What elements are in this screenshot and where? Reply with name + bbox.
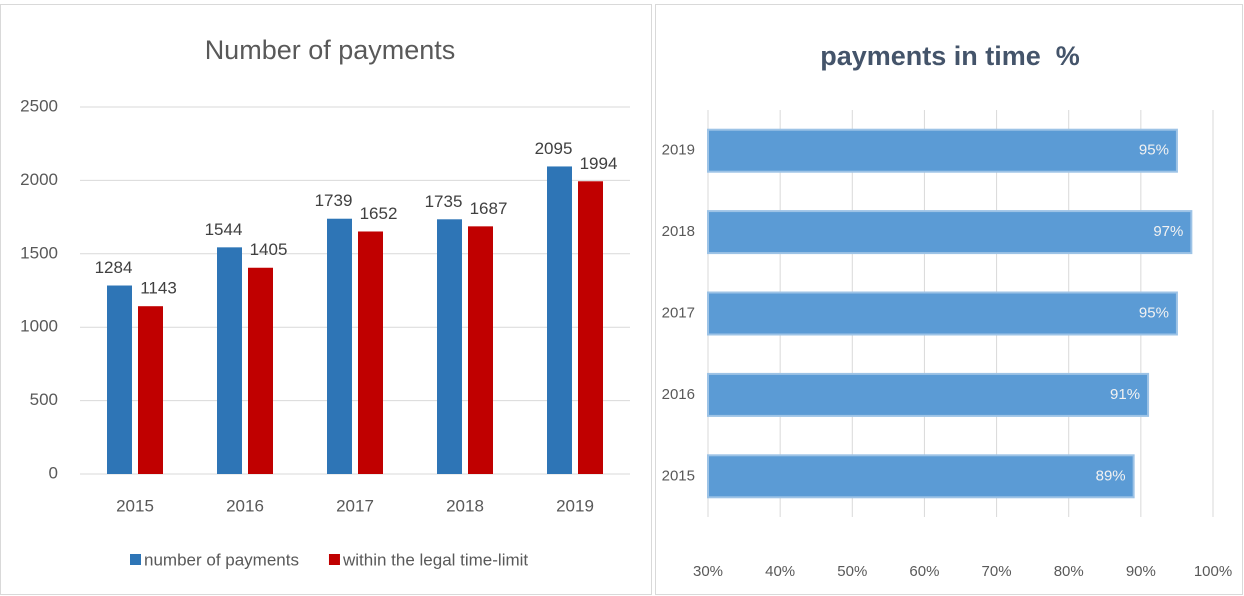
y-tick-label: 2017 bbox=[662, 304, 695, 321]
bar bbox=[327, 218, 352, 474]
bar bbox=[107, 285, 132, 474]
y-tick-label: 2016 bbox=[662, 386, 695, 403]
x-tick-label: 90% bbox=[1126, 563, 1156, 580]
bar bbox=[707, 291, 1178, 336]
bar bbox=[707, 372, 1150, 417]
data-label: 1994 bbox=[580, 154, 618, 173]
x-tick-label: 40% bbox=[765, 563, 795, 580]
bar bbox=[358, 231, 383, 474]
data-label: 2095 bbox=[535, 139, 573, 158]
data-label: 1687 bbox=[470, 199, 508, 218]
legend-label: within the legal time-limit bbox=[342, 550, 528, 569]
x-tick-label: 2016 bbox=[226, 496, 264, 515]
x-tick-label: 60% bbox=[909, 563, 939, 580]
data-label: 1284 bbox=[95, 258, 133, 277]
y-tick-label: 1500 bbox=[20, 243, 58, 262]
y-tick-label: 500 bbox=[30, 390, 58, 409]
legend-swatch bbox=[328, 554, 340, 565]
data-label: 1405 bbox=[250, 240, 288, 259]
bar bbox=[217, 247, 242, 474]
data-label: 95% bbox=[1139, 304, 1169, 321]
bar bbox=[707, 454, 1135, 499]
legend-swatch bbox=[130, 554, 141, 565]
data-label: 1652 bbox=[360, 204, 398, 223]
y-tick-label: 0 bbox=[49, 463, 58, 482]
data-label: 95% bbox=[1139, 142, 1169, 159]
bar bbox=[248, 267, 273, 474]
y-tick-label: 2500 bbox=[20, 96, 58, 115]
data-label: 1143 bbox=[140, 279, 177, 298]
bar bbox=[578, 181, 603, 474]
data-label: 97% bbox=[1153, 223, 1183, 240]
legend-label: number of payments bbox=[144, 550, 299, 569]
data-label: 89% bbox=[1096, 467, 1126, 484]
bar bbox=[707, 128, 1178, 173]
data-label: 1735 bbox=[425, 192, 463, 211]
x-tick-label: 50% bbox=[837, 563, 867, 580]
x-tick-label: 70% bbox=[982, 563, 1012, 580]
y-tick-label: 2019 bbox=[662, 142, 695, 159]
bar bbox=[707, 210, 1193, 255]
chart-title: payments in time % bbox=[820, 41, 1080, 71]
data-label: 91% bbox=[1110, 386, 1140, 403]
data-label: 1739 bbox=[315, 191, 353, 210]
x-tick-label: 30% bbox=[693, 563, 723, 580]
x-tick-label: 2015 bbox=[116, 496, 154, 515]
y-tick-label: 1000 bbox=[20, 317, 58, 336]
bar bbox=[138, 306, 163, 474]
bar bbox=[547, 166, 572, 475]
x-tick-label: 2018 bbox=[446, 496, 484, 515]
x-tick-label: 80% bbox=[1054, 563, 1084, 580]
x-tick-label: 2019 bbox=[556, 496, 594, 515]
bar bbox=[468, 226, 493, 474]
y-tick-label: 2015 bbox=[662, 467, 695, 484]
chart-title: Number of payments bbox=[205, 35, 456, 65]
data-label: 1544 bbox=[205, 220, 243, 239]
bar bbox=[437, 219, 462, 474]
x-tick-label: 2017 bbox=[336, 496, 374, 515]
y-tick-label: 2000 bbox=[20, 170, 58, 189]
x-tick-label: 100% bbox=[1194, 563, 1232, 580]
y-tick-label: 2018 bbox=[662, 223, 695, 240]
